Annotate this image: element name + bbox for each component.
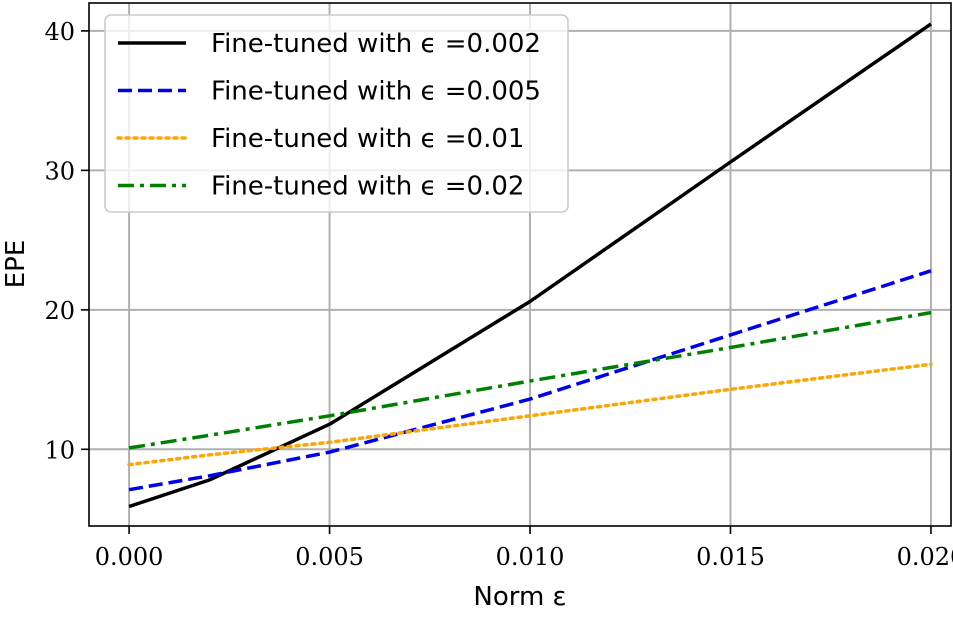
x-axis-label: Norm ε bbox=[473, 582, 566, 612]
y-tick-label: 10 bbox=[44, 436, 75, 464]
legend-box bbox=[104, 14, 569, 213]
y-tick-label: 20 bbox=[44, 297, 75, 325]
series-line-1 bbox=[128, 22, 932, 509]
x-tick-label: 0.020 bbox=[897, 543, 953, 571]
legend-label-2: Fine-tuned with ϵ =0.005 bbox=[211, 77, 541, 107]
y-axis-label: EPE bbox=[1, 240, 31, 289]
x-tick-label: 0.000 bbox=[95, 543, 164, 571]
y-tick-label: 40 bbox=[44, 18, 75, 46]
series-line-3 bbox=[127, 362, 933, 467]
x-tick-label: 0.010 bbox=[496, 543, 565, 571]
legend-label-3: Fine-tuned with ϵ =0.01 bbox=[211, 124, 524, 154]
x-tick-label: 0.005 bbox=[295, 543, 364, 571]
series-line-2 bbox=[128, 269, 932, 492]
plot-frame bbox=[88, 2, 952, 527]
legend-label-1: Fine-tuned with ϵ =0.002 bbox=[211, 29, 541, 59]
series-lines bbox=[127, 22, 933, 509]
legend-label-4: Fine-tuned with ϵ =0.02 bbox=[211, 172, 524, 202]
y-tick-label: 30 bbox=[44, 157, 75, 185]
legend: Fine-tuned with ϵ =0.002 Fine-tuned with … bbox=[104, 14, 569, 213]
axis-ticks: 0.000 0.005 0.010 0.015 0.020 10 20 30 40 bbox=[44, 18, 953, 571]
x-tick-label: 0.015 bbox=[696, 543, 765, 571]
series-line-4 bbox=[128, 310, 932, 450]
